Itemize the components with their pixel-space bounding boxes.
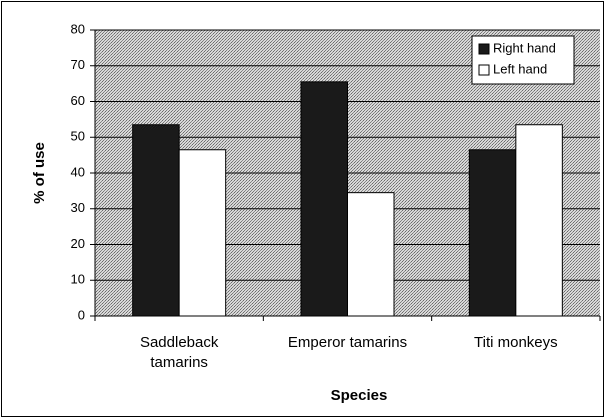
bar xyxy=(300,81,348,317)
bar xyxy=(132,124,180,317)
legend-label: Left hand xyxy=(493,61,547,76)
legend-swatch xyxy=(478,43,490,55)
y-tick-label: 70 xyxy=(71,57,85,72)
y-tick-label: 30 xyxy=(71,200,85,215)
y-axis-title: % of use xyxy=(31,142,48,204)
legend-swatch xyxy=(478,64,490,76)
x-tick-label: Saddleback tamarins xyxy=(140,334,219,371)
y-tick-label: 40 xyxy=(71,164,85,179)
bar xyxy=(468,149,517,317)
bar xyxy=(178,149,227,317)
y-tick-label: 80 xyxy=(71,21,85,36)
x-tick-label: Titi monkeys xyxy=(474,334,558,351)
y-tick-label: 50 xyxy=(71,129,85,144)
legend-label: Right hand xyxy=(493,40,556,55)
y-tick-label: 20 xyxy=(71,236,85,251)
x-axis-title: Species xyxy=(331,387,388,404)
y-tick-label: 60 xyxy=(71,93,85,108)
x-tick-label: Emperor tamarins xyxy=(288,334,407,351)
bar xyxy=(515,124,563,317)
bar xyxy=(347,192,395,317)
y-tick-label: 0 xyxy=(78,307,85,322)
y-tick-label: 10 xyxy=(71,272,85,287)
